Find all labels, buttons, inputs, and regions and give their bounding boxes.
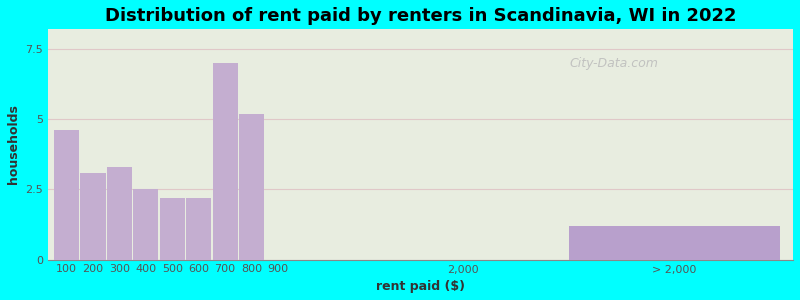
Bar: [134, 189, 158, 260]
Bar: [213, 63, 238, 260]
Bar: [569, 226, 780, 260]
Bar: [54, 130, 79, 260]
Bar: [186, 198, 211, 260]
Bar: [160, 198, 185, 260]
Bar: [81, 172, 106, 260]
X-axis label: rent paid ($): rent paid ($): [376, 280, 465, 293]
Y-axis label: households: households: [7, 104, 20, 184]
Text: City-Data.com: City-Data.com: [570, 57, 658, 70]
Bar: [107, 167, 132, 260]
Title: Distribution of rent paid by renters in Scandinavia, WI in 2022: Distribution of rent paid by renters in …: [105, 7, 736, 25]
Bar: [239, 114, 264, 260]
